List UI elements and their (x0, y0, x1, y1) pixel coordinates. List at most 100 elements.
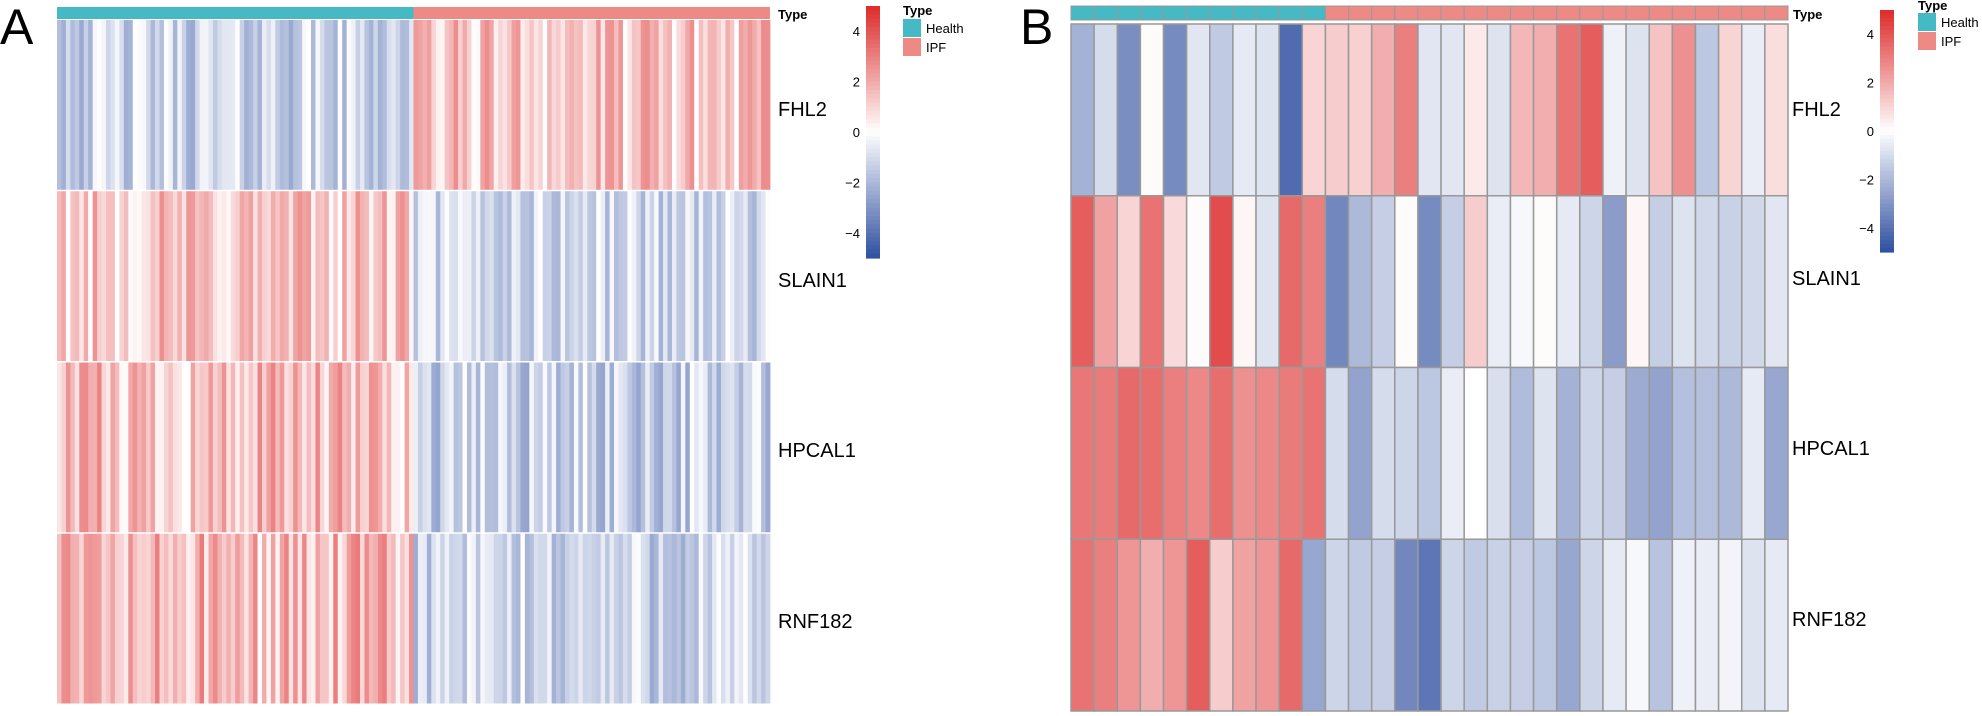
heatmap-cell (712, 533, 717, 704)
annotation-health-a (57, 7, 414, 19)
heatmap-cell (573, 533, 579, 704)
colorbar-segment (866, 165, 880, 171)
colorbar-segment (1880, 54, 1894, 59)
heatmap-cell (230, 362, 236, 533)
heatmap-cell (507, 191, 512, 361)
heatmap-cell (123, 533, 129, 704)
heatmap-cell (511, 533, 517, 704)
heatmap-cell (168, 362, 174, 533)
heatmap-cell (97, 191, 102, 361)
annotation-cell-ipf-b (1579, 5, 1604, 21)
heatmap-cell (297, 20, 303, 190)
heatmap-cell (106, 362, 111, 533)
heatmap-cell (212, 20, 218, 190)
heatmap-cell (627, 20, 633, 190)
heatmap-cell (1532, 538, 1558, 712)
heatmap-cell (1579, 538, 1604, 712)
heatmap-cell (1324, 538, 1350, 712)
heatmap-cell (1394, 195, 1419, 369)
heatmap-cell (560, 191, 566, 361)
heatmap-cell (1301, 366, 1327, 540)
heatmap-cell (212, 191, 218, 361)
heatmap-cell (1301, 23, 1327, 197)
heatmap-cell (221, 191, 227, 361)
heatmap-cell (168, 20, 174, 190)
heatmap-cell (1370, 366, 1396, 540)
heatmap-cell (221, 362, 227, 533)
heatmap-cell (351, 20, 356, 190)
heatmap-cell (337, 191, 343, 361)
heatmap-cell (1209, 366, 1234, 540)
heatmap-cell (640, 191, 646, 361)
heatmap-cell (1602, 538, 1627, 712)
heatmap-cell (547, 362, 553, 533)
colorbar-tick-label: −4 (845, 226, 860, 241)
heatmap-cell (440, 20, 446, 190)
heatmap-cell (609, 20, 615, 190)
heatmap-cell (79, 20, 85, 190)
heatmap-cell (631, 20, 637, 190)
heatmap-cell (83, 191, 89, 361)
heatmap-cell (458, 362, 463, 533)
colorbar-segment (866, 144, 880, 150)
colorbar-segment (1880, 18, 1894, 23)
heatmap-cell (83, 362, 89, 533)
heatmap-cell (208, 20, 214, 190)
colorbar-segment (1880, 62, 1894, 68)
legend-swatch-ipf-a (903, 38, 921, 56)
heatmap-cell (475, 533, 481, 704)
heatmap-cell (689, 191, 695, 361)
heatmap-cell (712, 191, 717, 361)
heatmap-cell (266, 362, 272, 533)
colorbar-segment (1880, 231, 1894, 237)
colorbar-segment (1880, 207, 1894, 213)
heatmap-cell (413, 191, 419, 361)
colorbar-segment (866, 102, 880, 108)
heatmap-cell (560, 362, 566, 533)
heatmap-cell (79, 191, 85, 361)
heatmap-cell (1116, 23, 1142, 197)
heatmap-cell (556, 191, 561, 361)
colorbar-segment (866, 195, 880, 200)
heatmap-cell (569, 191, 575, 361)
colorbar-segment (866, 81, 880, 87)
colorbar-segment (1880, 215, 1894, 221)
heatmap-cell (765, 20, 771, 190)
heatmap-cell (190, 20, 196, 190)
heatmap-cell (324, 533, 330, 704)
colorbar-segment (866, 132, 880, 137)
heatmap-cell (475, 362, 481, 533)
heatmap-cell (560, 533, 566, 704)
heatmap-cell (1555, 538, 1581, 712)
heatmap-cell (685, 20, 691, 190)
heatmap-cell (377, 20, 383, 190)
heatmap-cell (74, 20, 80, 190)
heatmap-cell (1185, 366, 1211, 540)
heatmap-cell (65, 533, 71, 704)
annotation-cell-ipf-b (1509, 5, 1535, 21)
heatmap-cell (622, 362, 628, 533)
heatmap-cell (400, 533, 405, 704)
heatmap-cell (578, 362, 584, 533)
heatmap-cell (409, 191, 414, 361)
heatmap-cell (141, 362, 147, 533)
heatmap-cell (1278, 195, 1304, 369)
annotation-cell-ipf-b (1463, 5, 1488, 21)
heatmap-cell (1440, 23, 1465, 197)
colorbar-segment (866, 174, 880, 179)
heatmap-cell (529, 191, 535, 361)
heatmap-cell (395, 191, 401, 361)
colorbar-segment (866, 153, 880, 158)
heatmap-cell (230, 191, 236, 361)
heatmap-cell (382, 533, 388, 704)
colorbar-segment (866, 203, 880, 209)
heatmap-cell (591, 533, 597, 704)
heatmap-cell (275, 362, 281, 533)
heatmap-cell (663, 533, 668, 704)
heatmap-cell (404, 533, 410, 704)
heatmap-cell (440, 362, 446, 533)
heatmap-cell (658, 362, 664, 533)
colorbar-segment (1880, 179, 1894, 185)
heatmap-cell (609, 533, 615, 704)
colorbar-segment (866, 127, 880, 133)
